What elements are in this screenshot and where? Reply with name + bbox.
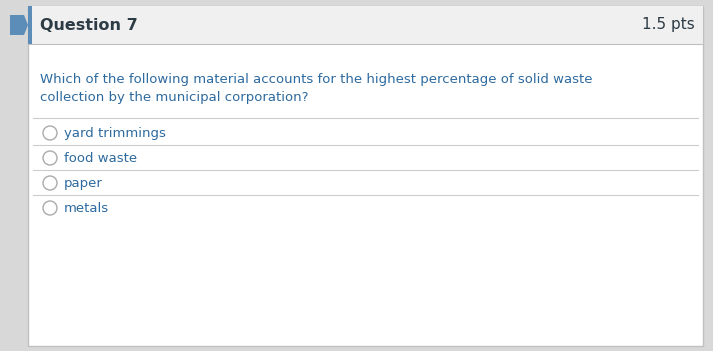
Polygon shape xyxy=(10,15,28,35)
FancyBboxPatch shape xyxy=(28,6,703,346)
Text: Which of the following material accounts for the highest percentage of solid was: Which of the following material accounts… xyxy=(40,73,593,86)
Text: Question 7: Question 7 xyxy=(40,18,138,33)
Text: paper: paper xyxy=(64,177,103,190)
Text: collection by the municipal corporation?: collection by the municipal corporation? xyxy=(40,91,309,104)
Text: food waste: food waste xyxy=(64,152,137,165)
Text: metals: metals xyxy=(64,201,109,214)
Text: yard trimmings: yard trimmings xyxy=(64,126,166,139)
FancyBboxPatch shape xyxy=(28,6,32,44)
FancyBboxPatch shape xyxy=(28,6,703,44)
Text: 1.5 pts: 1.5 pts xyxy=(642,18,695,33)
